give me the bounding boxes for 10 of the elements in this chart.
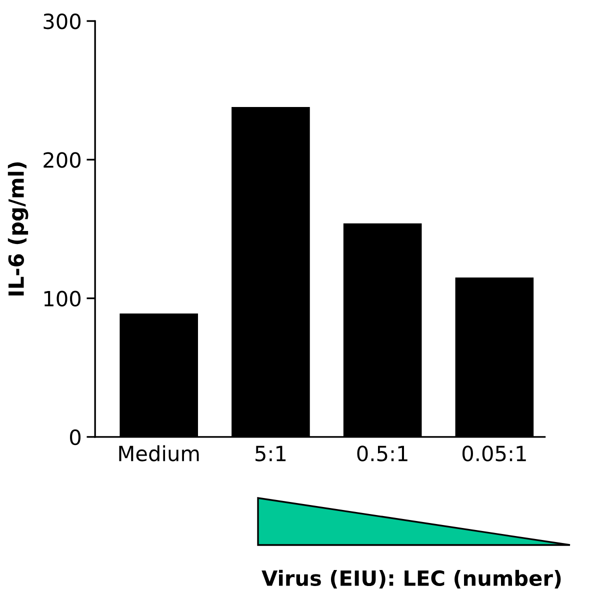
x-tick-label: 0.5:1: [357, 446, 408, 462]
y-axis-title: IL-6 (pg/ml): [8, 162, 28, 296]
x-tick-label: 0.05:1: [462, 446, 526, 462]
y-tick-label: 300: [44, 13, 81, 30]
y-tick-label: 0: [70, 429, 81, 446]
y-tick-label: 100: [44, 290, 81, 307]
x-tick-label: Medium: [119, 445, 199, 462]
y-tick-label: 200: [44, 152, 81, 168]
x-tick-label: 5:1: [256, 446, 286, 462]
text: Virus (EIU): LEC (number): [262, 570, 561, 588]
